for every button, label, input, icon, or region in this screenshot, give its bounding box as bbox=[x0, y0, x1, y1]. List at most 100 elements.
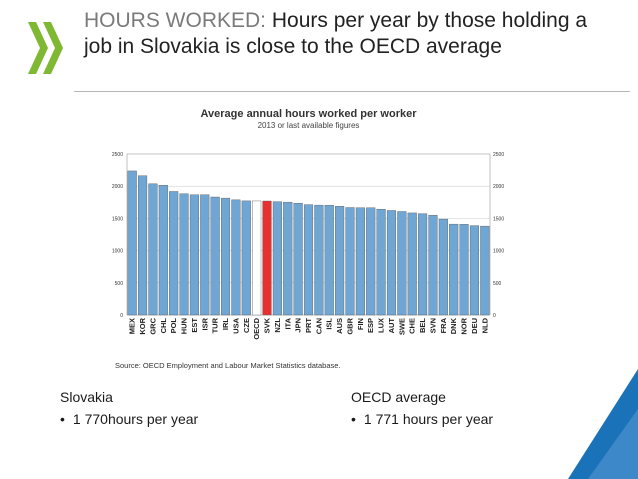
x-tick-label: LUX bbox=[377, 318, 386, 333]
y-tick-label-left: 0 bbox=[120, 313, 123, 319]
x-tick-label: SVN bbox=[428, 318, 437, 333]
bar-est bbox=[189, 194, 199, 316]
x-tick-label: AUT bbox=[387, 318, 396, 334]
chart-source: Source: OECD Employment and Labour Marke… bbox=[115, 361, 341, 370]
y-tick-label-right: 0 bbox=[493, 313, 496, 319]
x-tick-label: ESP bbox=[366, 318, 375, 333]
bar-isr bbox=[200, 194, 210, 316]
x-tick-label: SWE bbox=[397, 318, 406, 335]
y-tick-label-left: 1500 bbox=[112, 216, 123, 222]
corner-decoration bbox=[568, 369, 638, 479]
bar-usa bbox=[231, 199, 241, 316]
y-tick-label-left: 500 bbox=[115, 281, 124, 287]
x-tick-label: HUN bbox=[180, 318, 189, 334]
x-tick-label: CHL bbox=[159, 318, 168, 334]
bar-esp bbox=[366, 207, 376, 316]
chart-title: Average annual hours worked per worker bbox=[201, 108, 418, 120]
bar-dnk bbox=[449, 223, 459, 316]
x-tick-label: NZL bbox=[273, 318, 282, 333]
bar-chart: Average annual hours worked per worker20… bbox=[112, 108, 504, 370]
x-tick-label: ITA bbox=[283, 317, 292, 329]
x-tick-label: AUS bbox=[335, 318, 344, 334]
y-tick-label-right: 2000 bbox=[493, 184, 504, 190]
bar-fin bbox=[355, 207, 365, 316]
oecd-chevron-logo bbox=[28, 22, 63, 74]
y-tick-label-right: 1000 bbox=[493, 249, 504, 255]
oecd-note: OECD average • 1 771 hours per year bbox=[351, 386, 493, 430]
x-tick-label: DNK bbox=[449, 317, 458, 334]
oecd-hours: 1 771 hours per year bbox=[363, 411, 494, 427]
title-text: Hours per year by those holding a job in… bbox=[84, 9, 588, 58]
title-divider bbox=[74, 91, 630, 92]
bar-aus bbox=[335, 206, 345, 316]
x-tick-label: GRC bbox=[148, 317, 157, 334]
y-tick-label-left: 2000 bbox=[112, 184, 123, 190]
bar-isl bbox=[324, 205, 334, 316]
bar-prt bbox=[303, 204, 314, 316]
bar-svk bbox=[262, 200, 272, 316]
x-tick-label: PRT bbox=[304, 318, 313, 333]
bar-deu bbox=[469, 225, 479, 316]
page-title: HOURS WORKED: Hours per year by those ho… bbox=[84, 8, 604, 60]
y-tick-label-right: 500 bbox=[493, 281, 502, 287]
bullet-icon: • bbox=[60, 411, 65, 427]
x-tick-label: CAN bbox=[314, 318, 323, 334]
x-tick-label: JPN bbox=[294, 318, 303, 333]
bar-irl bbox=[220, 197, 231, 316]
bar-hun bbox=[179, 193, 189, 316]
bar-chl bbox=[158, 185, 168, 316]
bar-ita bbox=[283, 201, 293, 316]
x-tick-label: NOR bbox=[460, 317, 469, 334]
x-tick-label: NLD bbox=[480, 317, 489, 333]
bar-lux bbox=[376, 208, 386, 316]
chart-subtitle: 2013 or last available figures bbox=[258, 121, 360, 130]
x-tick-label: ISL bbox=[325, 318, 334, 330]
y-tick-label-right: 2500 bbox=[493, 152, 504, 158]
bar-gbr bbox=[345, 207, 355, 316]
bar-grc bbox=[148, 183, 158, 316]
bar-aut bbox=[386, 210, 397, 316]
bar-kor bbox=[138, 175, 148, 316]
y-tick-label-right: 1500 bbox=[493, 216, 504, 222]
bar-nzl bbox=[272, 201, 282, 316]
bar-pol bbox=[169, 191, 179, 316]
oecd-heading: OECD average bbox=[351, 389, 446, 405]
x-tick-label: BEL bbox=[418, 318, 427, 333]
bar-jpn bbox=[293, 203, 303, 316]
bar-swe bbox=[397, 211, 407, 316]
bar-nor bbox=[459, 224, 469, 316]
bar-tur bbox=[210, 196, 220, 316]
bullet-icon: • bbox=[351, 411, 356, 427]
x-tick-label: FIN bbox=[356, 318, 365, 330]
bar-cze bbox=[241, 200, 251, 316]
x-tick-label: ISR bbox=[200, 317, 209, 330]
x-tick-label: CZE bbox=[242, 318, 251, 333]
x-tick-label: KOR bbox=[138, 317, 147, 334]
bar-nld bbox=[480, 225, 490, 316]
x-tick-label: IRL bbox=[221, 318, 230, 331]
y-tick-label-left: 2500 bbox=[112, 152, 123, 158]
bar-bel bbox=[418, 213, 428, 316]
x-tick-label: EST bbox=[190, 318, 199, 333]
slovakia-heading: Slovakia bbox=[60, 389, 113, 405]
x-tick-label: OECD bbox=[252, 317, 261, 339]
title-accent: HOURS WORKED: bbox=[84, 9, 267, 32]
x-tick-label: SVK bbox=[263, 317, 272, 333]
x-tick-label: CHE bbox=[408, 318, 417, 334]
x-tick-label: MEX bbox=[128, 318, 137, 334]
slovakia-note: Slovakia • 1 770hours per year bbox=[60, 386, 198, 430]
slovakia-hours: 1 770hours per year bbox=[72, 411, 199, 427]
bar-fra bbox=[438, 218, 448, 316]
x-tick-label: POL bbox=[169, 318, 178, 334]
x-tick-label: USA bbox=[231, 317, 240, 333]
bar-mex bbox=[127, 170, 137, 316]
x-tick-label: FRA bbox=[439, 317, 448, 333]
x-tick-label: DEU bbox=[470, 318, 479, 334]
bar-oecd bbox=[252, 200, 262, 316]
x-tick-label: TUR bbox=[211, 317, 220, 333]
bar-svn bbox=[428, 214, 438, 316]
x-tick-label: GBR bbox=[345, 317, 354, 334]
bar-can bbox=[314, 204, 324, 316]
bar-che bbox=[407, 212, 417, 316]
y-tick-label-left: 1000 bbox=[112, 249, 123, 255]
